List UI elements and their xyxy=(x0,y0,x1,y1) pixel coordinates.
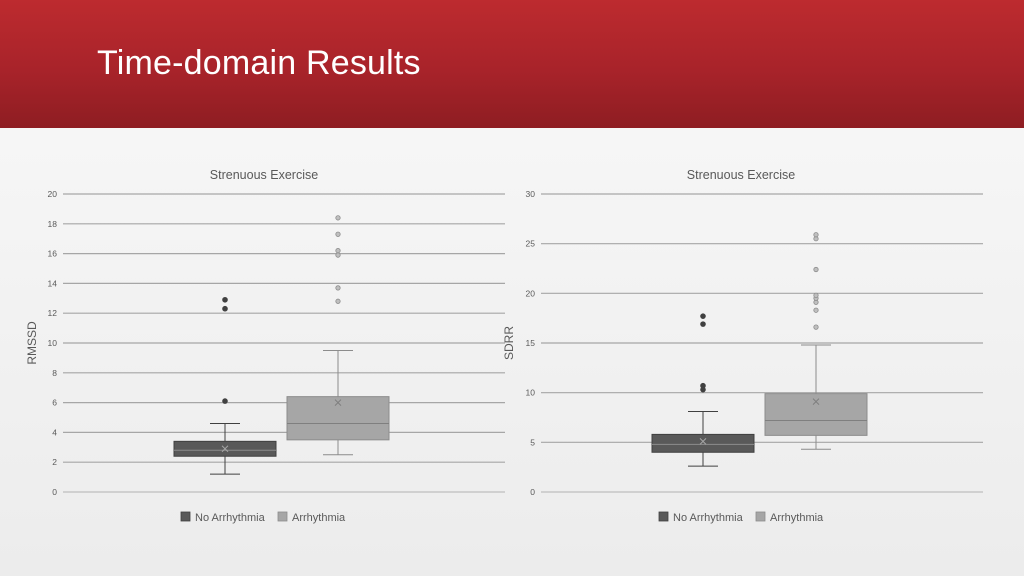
chart-title: Strenuous Exercise xyxy=(210,168,318,182)
outlier-point xyxy=(222,305,228,312)
legend-label: No Arrhythmia xyxy=(673,512,744,524)
y-tick-label: 15 xyxy=(526,338,536,348)
outlier-point xyxy=(335,252,341,258)
y-tick-label: 30 xyxy=(526,189,536,199)
mean-marker xyxy=(699,437,707,445)
y-tick-label: 16 xyxy=(48,249,58,259)
outlier-point xyxy=(222,398,228,404)
legend-label: No Arrhythmia xyxy=(195,512,266,524)
outlier-point xyxy=(813,232,819,238)
legend-swatch xyxy=(180,511,191,522)
outlier-point xyxy=(700,313,706,319)
legend-label: Arrhythmia xyxy=(770,512,824,524)
y-tick-label: 5 xyxy=(530,437,535,447)
y-tick-label: 6 xyxy=(52,398,57,408)
outlier-point xyxy=(335,248,341,254)
charts-area: Strenuous Exercise RMSSD 0 2 4 6 8 10 12 14 16 18 20… xyxy=(25,168,983,524)
box-iqr xyxy=(286,396,390,441)
y-tick-label: 0 xyxy=(52,487,57,497)
box-iqr xyxy=(651,433,755,453)
box-arrhythmia xyxy=(764,232,868,450)
outlier-point xyxy=(813,324,819,330)
slide-title: Time-domain Results xyxy=(97,44,421,82)
mean-marker xyxy=(812,398,820,405)
outlier-point xyxy=(335,215,341,221)
outlier-point xyxy=(813,292,819,298)
mean-marker xyxy=(221,445,229,453)
chart-1: Strenuous Exercise RMSSD 0 2 4 6 8 10 12 14 16 18 20… xyxy=(25,168,505,524)
outlier-point xyxy=(700,382,706,389)
chart-2: Strenuous Exercise SDRR 0 5 10 15 20 25 30 No Arr… xyxy=(502,168,983,524)
outlier-point xyxy=(335,298,341,304)
y-tick-label: 10 xyxy=(526,388,536,398)
title-banner: Time-domain Results xyxy=(0,0,1024,128)
y-tick-label: 14 xyxy=(48,278,58,288)
y-tick-label: 25 xyxy=(526,239,536,249)
y-tick-label: 8 xyxy=(52,368,57,378)
legend-swatch xyxy=(277,511,288,522)
y-tick-label: 18 xyxy=(48,219,58,229)
y-tick-label: 20 xyxy=(48,189,58,199)
outlier-point xyxy=(700,321,706,327)
y-tick-label: 2 xyxy=(52,457,57,467)
chart-title: Strenuous Exercise xyxy=(687,168,795,182)
box-no-arrhythmia xyxy=(173,296,277,475)
y-axis-label: RMSSD xyxy=(25,321,39,365)
outlier-point xyxy=(335,231,341,237)
legend-swatch xyxy=(755,511,766,522)
y-tick-label: 4 xyxy=(52,427,57,437)
y-axis-label: SDRR xyxy=(502,326,516,360)
y-tick-label: 12 xyxy=(48,308,58,318)
y-tick-label: 10 xyxy=(48,338,58,348)
box-no-arrhythmia xyxy=(651,313,755,467)
y-tick-label: 20 xyxy=(526,288,536,298)
outlier-point xyxy=(222,296,228,303)
outlier-point xyxy=(813,307,819,313)
y-tick-label: 0 xyxy=(530,487,535,497)
box-iqr xyxy=(764,393,868,436)
box-arrhythmia xyxy=(286,215,390,456)
legend-label: Arrhythmia xyxy=(292,512,346,524)
outlier-point xyxy=(335,285,341,291)
mean-marker xyxy=(334,399,342,406)
legend-swatch xyxy=(658,511,669,522)
outlier-point xyxy=(813,266,819,273)
